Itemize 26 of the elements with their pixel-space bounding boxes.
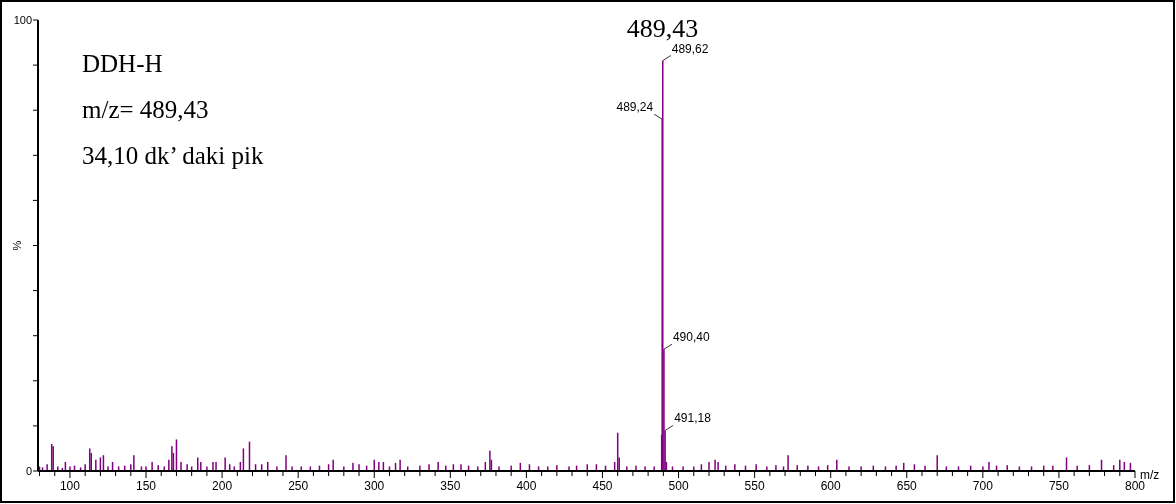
annotation: 489,24 <box>616 100 654 115</box>
y-axis-title: % <box>11 240 23 251</box>
x-tick-label: 400 <box>516 479 537 493</box>
x-tick-label: 550 <box>744 479 765 493</box>
x-tick-label: 200 <box>212 479 233 493</box>
x-tick-label: 750 <box>1048 479 1070 493</box>
annotation: DDH-H <box>82 50 163 77</box>
x-tick-label: 500 <box>668 479 689 493</box>
x-tick-label: 600 <box>820 479 842 493</box>
x-tick-label: 100 <box>59 479 81 493</box>
annotation: 489,62 <box>671 41 709 56</box>
annotation: 490,40 <box>672 330 710 345</box>
x-tick-label: 700 <box>972 479 994 493</box>
x-tick-label: 300 <box>364 479 385 493</box>
y-tick-label: 0 <box>25 464 32 477</box>
x-tick-label: 450 <box>592 479 613 493</box>
x-tick-label: 350 <box>440 479 461 493</box>
x-tick-label: 650 <box>896 479 918 493</box>
annotation: 491,18 <box>674 411 712 426</box>
x-axis-title: m/z <box>1140 468 1160 482</box>
x-tick-label: 800 <box>1124 479 1146 493</box>
annotation: 34,10 dk’ daki pik <box>82 142 264 169</box>
x-tick-label: 250 <box>288 479 309 493</box>
annotation: m/z= 489,43 <box>82 96 209 123</box>
x-tick-label: 150 <box>136 479 157 493</box>
annotation: 489,43 <box>626 13 699 43</box>
